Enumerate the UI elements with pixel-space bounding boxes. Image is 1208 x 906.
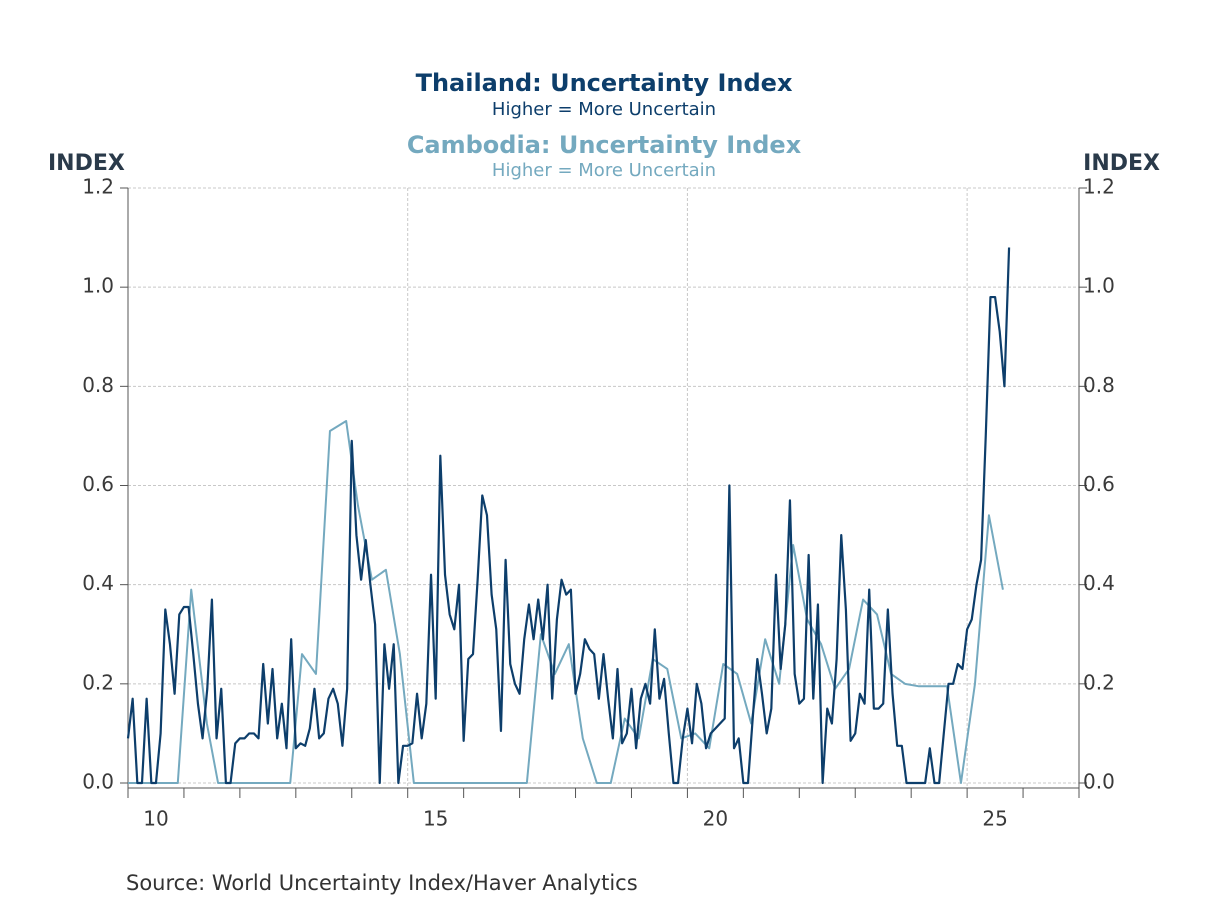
x-tick-label: 25 [982, 807, 1007, 831]
x-tick-label: 20 [703, 807, 728, 831]
title-thailand: Thailand: Uncertainty Index [416, 69, 793, 97]
x-tick-label: 10 [143, 807, 168, 831]
y-tick-label: 1.2 [82, 175, 114, 199]
y-tick-label: 0.4 [82, 571, 114, 595]
y2-axis-label: INDEX [1083, 151, 1160, 176]
y-axis-label: INDEX [48, 151, 125, 176]
x-tick-label: 15 [423, 807, 448, 831]
y2-tick-label: 0.8 [1083, 373, 1115, 397]
y-tick-label: 0.2 [82, 670, 114, 694]
source: Source: World Uncertainty Index/Haver An… [126, 871, 638, 895]
y-tick-label: 0.6 [82, 472, 114, 496]
y2-tick-label: 0.6 [1083, 472, 1115, 496]
y-tick-label: 0.0 [82, 770, 114, 794]
y2-tick-label: 1.0 [1083, 274, 1115, 298]
y2-tick-label: 0.0 [1083, 770, 1115, 794]
y-tick-label: 0.8 [82, 373, 114, 397]
y2-tick-label: 0.4 [1083, 571, 1115, 595]
title-cambodia: Cambodia: Uncertainty Index [407, 131, 802, 159]
y2-tick-label: 1.2 [1083, 175, 1115, 199]
y2-tick-label: 0.2 [1083, 670, 1115, 694]
series-line [126, 247, 1011, 785]
y-tick-label: 1.0 [82, 274, 114, 298]
subtitle-cambodia: Higher = More Uncertain [492, 160, 716, 181]
subtitle-thailand: Higher = More Uncertain [492, 99, 716, 120]
